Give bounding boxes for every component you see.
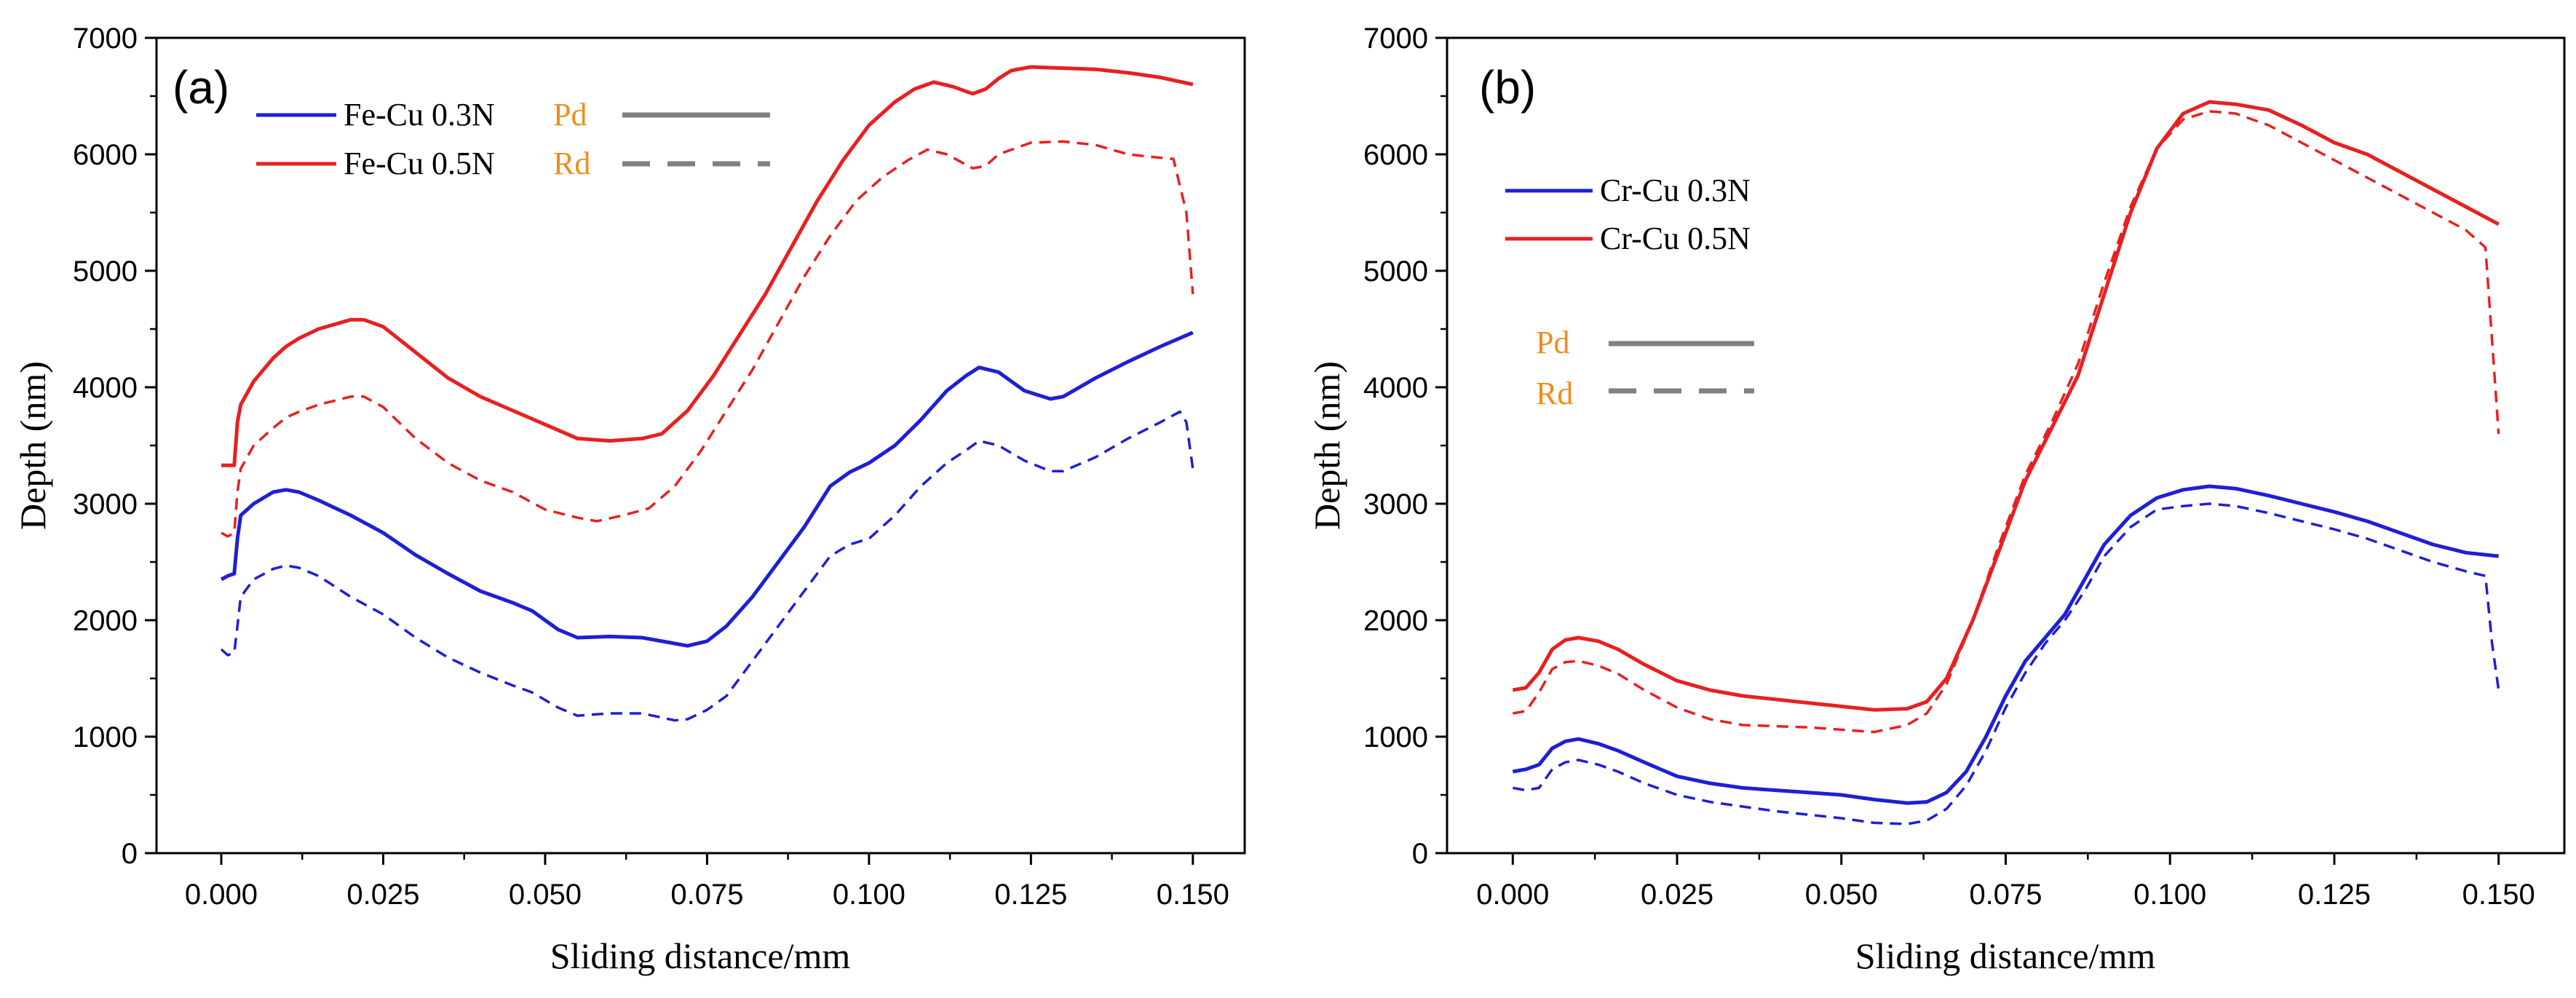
x-tick-label: 0.000	[1476, 879, 1549, 911]
x-tick-label: 0.025	[1641, 879, 1713, 911]
y-tick-label: 0	[122, 838, 138, 870]
x-tick-label: 0.075	[1969, 879, 2042, 911]
legend-style-pd: Pd	[1536, 325, 1569, 360]
x-tick-label: 0.050	[509, 879, 582, 911]
y-tick-label: 4000	[1363, 372, 1428, 404]
legend-style-rd: Rd	[553, 146, 590, 181]
x-tick-label: 0.125	[994, 879, 1067, 911]
y-tick-label: 6000	[1363, 139, 1428, 171]
y-axis-label: Depth (nm)	[12, 361, 53, 530]
y-tick-label: 3000	[73, 488, 138, 520]
legend: Cr-Cu 0.3N Cr-Cu 0.5N Pd Rd	[1505, 173, 1754, 411]
x-tick-label: 0.025	[346, 879, 419, 911]
legend-label-0: Fe-Cu 0.3N	[344, 97, 495, 132]
series-line-3	[1512, 110, 2500, 734]
series-line-0	[220, 330, 1194, 648]
y-tick-label: 2000	[73, 605, 138, 637]
y-tick-label: 7000	[1363, 23, 1428, 55]
legend-style-rd: Rd	[1536, 376, 1573, 411]
series-line-1	[220, 410, 1194, 722]
series-line-2	[221, 65, 1194, 467]
y-tick-label: 5000	[73, 256, 138, 288]
x-tick-label: 0.150	[2462, 879, 2535, 911]
x-tick-label: 0.100	[2133, 879, 2206, 911]
series-line-0	[1512, 484, 2499, 805]
y-tick-label: 3000	[1363, 488, 1428, 520]
y-axis-label: Depth (nm)	[1307, 361, 1347, 530]
y-tick-label: 1000	[73, 721, 138, 753]
series-line-1	[1512, 502, 2500, 825]
y-tick-label: 7000	[73, 23, 138, 55]
y-tick-label: 0	[1412, 838, 1428, 870]
x-tick-label: 0.150	[1157, 879, 1229, 911]
series-line-3	[221, 140, 1194, 538]
x-tick-label: 0.100	[833, 879, 905, 911]
x-tick-label: 0.000	[185, 879, 258, 911]
legend-label-1: Cr-Cu 0.5N	[1600, 221, 1751, 256]
x-tick-label: 0.075	[670, 879, 743, 911]
y-tick-label: 1000	[1363, 721, 1428, 753]
x-axis-label: Sliding distance/mm	[550, 935, 851, 976]
x-tick-label: 0.050	[1805, 879, 1878, 911]
y-tick-label: 2000	[1363, 605, 1428, 637]
y-tick-label: 6000	[73, 139, 138, 171]
legend-label-1: Fe-Cu 0.5N	[344, 146, 495, 181]
panel-label: (b)	[1479, 61, 1536, 114]
x-tick-label: 0.125	[2298, 879, 2371, 911]
y-tick-label: 4000	[73, 372, 138, 404]
chart-panel-b: 0.000 0.025 0.050 0.075 0.100 0.125 0.150 0 1000…	[1307, 23, 2566, 976]
legend-style-pd: Pd	[553, 97, 587, 132]
chart-panel-a: 0.000 0.025 0.050 0.075 0.100 0.125 0.150 0 1000…	[12, 23, 1246, 976]
panel-label: (a)	[173, 61, 229, 114]
x-axis-label: Sliding distance/mm	[1855, 935, 2156, 976]
legend: Fe-Cu 0.3N Fe-Cu 0.5N Pd Rd	[256, 97, 770, 181]
legend-label-0: Cr-Cu 0.3N	[1600, 173, 1751, 208]
y-tick-label: 5000	[1363, 256, 1428, 288]
series-line-2	[1512, 100, 2500, 712]
